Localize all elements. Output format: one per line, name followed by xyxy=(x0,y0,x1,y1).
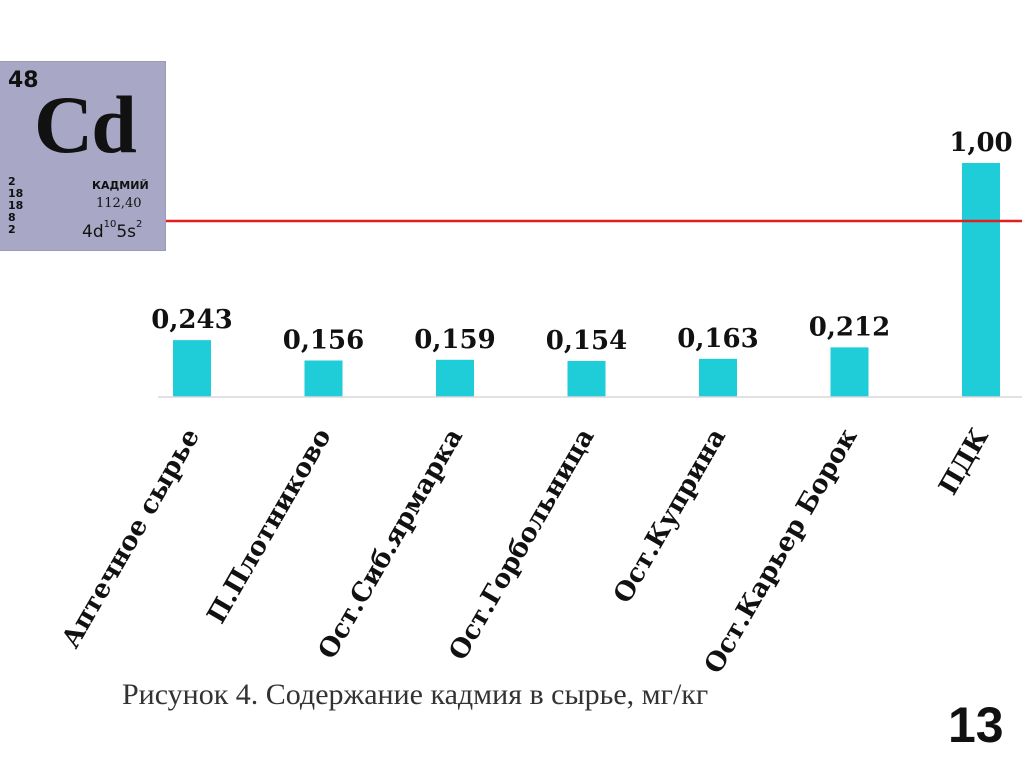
category-label-1: Аптечное сырье xyxy=(56,424,206,654)
category-label-3: Ост.Сиб.ярмарка xyxy=(313,423,469,664)
element-name: КАДМИЙ xyxy=(92,179,149,192)
config-mid: 5s xyxy=(116,222,137,242)
cadmium-element-tile: 48 Cd 2 18 18 8 2 КАДМИЙ 112,40 4d105s2 xyxy=(0,61,166,251)
shell-value: 2 xyxy=(8,175,16,188)
shell-value: 2 xyxy=(8,223,16,236)
bar-5 xyxy=(699,358,737,397)
value-label-5: 0,163 xyxy=(677,324,758,354)
bar-2 xyxy=(304,360,343,397)
electron-configuration: 4d105s2 xyxy=(82,219,143,242)
value-label-7: 1,00 xyxy=(949,128,1012,158)
bar-6 xyxy=(830,347,869,397)
category-label-5: Ост.Куприна xyxy=(608,423,732,608)
value-label-3: 0,159 xyxy=(414,325,495,355)
atomic-number: 48 xyxy=(8,68,39,93)
shell-value: 18 xyxy=(8,199,24,212)
value-label-2: 0,156 xyxy=(283,325,364,355)
element-symbol: Cd xyxy=(34,79,137,170)
shell-value: 8 xyxy=(8,211,16,224)
atomic-mass: 112,40 xyxy=(96,196,142,211)
category-label-4: Ост.Горбольница xyxy=(444,423,601,665)
slide-number: 13 xyxy=(948,697,1004,753)
category-label-6: Ост.Карьер Борок xyxy=(699,423,864,679)
config-sup-2: 2 xyxy=(136,219,143,231)
category-label-2: П.Плотниково xyxy=(202,424,338,629)
value-label-1: 0,243 xyxy=(151,305,232,335)
shell-value: 18 xyxy=(8,187,24,200)
config-base: 4d xyxy=(82,222,104,242)
config-sup-1: 10 xyxy=(103,219,117,231)
bar-1 xyxy=(173,340,211,397)
value-label-4: 0,154 xyxy=(546,326,627,356)
category-label-7: ПДК xyxy=(933,423,995,500)
bar-7 xyxy=(962,163,1000,397)
electron-shells: 2 18 18 8 2 xyxy=(8,176,23,236)
bar-3 xyxy=(436,359,474,397)
bar-4 xyxy=(567,360,606,397)
figure-caption: Рисунок 4. Содержание кадмия в сырье, мг… xyxy=(122,678,709,711)
value-label-6: 0,212 xyxy=(809,312,890,342)
